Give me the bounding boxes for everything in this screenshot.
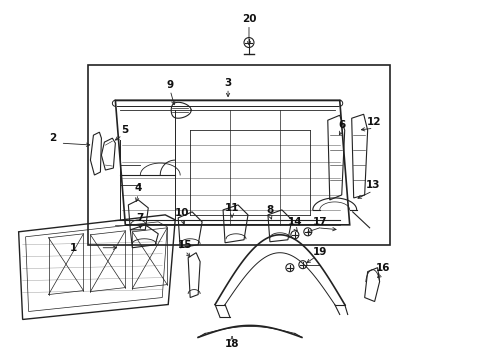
Text: 1: 1 [70, 243, 77, 253]
Text: 5: 5 [121, 125, 128, 135]
Text: 15: 15 [178, 240, 193, 250]
Bar [89, 66, 390, 245]
Text: 12: 12 [367, 117, 381, 127]
Text: 13: 13 [366, 180, 380, 190]
Text: 2: 2 [49, 133, 56, 143]
Text: 11: 11 [225, 203, 239, 213]
Text: 16: 16 [375, 263, 390, 273]
Text: 9: 9 [167, 80, 174, 90]
Text: 3: 3 [224, 78, 232, 88]
Text: 14: 14 [288, 217, 302, 227]
Text: 6: 6 [338, 120, 345, 130]
Text: 20: 20 [242, 14, 256, 24]
Text: 4: 4 [135, 183, 142, 193]
Text: 7: 7 [137, 213, 144, 223]
Text: 19: 19 [313, 247, 327, 257]
Text: 10: 10 [175, 208, 190, 218]
Text: 18: 18 [225, 339, 239, 349]
Text: 17: 17 [313, 217, 327, 227]
Text: 8: 8 [266, 205, 273, 215]
